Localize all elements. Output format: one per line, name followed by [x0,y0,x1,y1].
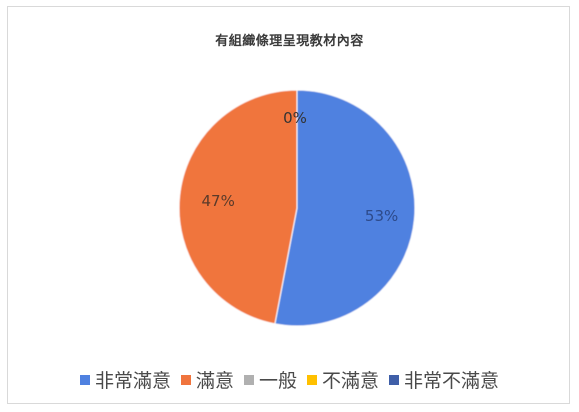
legend-item-4: 不滿意 [307,366,379,393]
legend-swatch-4 [307,374,317,385]
legend-item-1: 非常滿意 [79,366,171,393]
pie-slices [178,89,416,327]
legend-label-5: 非常不滿意 [404,370,500,392]
legend: 非常滿意 滿意 一般 不滿意 非常不滿意 [0,366,579,393]
legend-item-3: 一般 [243,366,297,393]
legend-label-3: 一般 [258,370,297,392]
pie-slice-labels: 53% 47% 0% [201,109,398,225]
legend-label-1: 非常滿意 [94,370,171,392]
pie-slice-1 [274,89,416,327]
chart-title: 有組織條理呈現教材內容 [215,34,364,49]
legend-label-2: 滿意 [195,370,234,392]
legend-swatch-5 [389,374,400,385]
legend-swatch-2 [180,374,191,385]
legend-swatch-1 [79,374,90,385]
slice-label-2: 47% [201,192,234,210]
legend-label-4: 不滿意 [322,370,380,392]
slice-label-3: 0% [283,109,307,127]
pie-slice-2 [178,89,298,325]
legend-item-2: 滿意 [180,366,234,393]
slice-label-1: 53% [365,207,398,225]
legend-swatch-3 [243,374,254,385]
legend-item-5: 非常不滿意 [389,366,499,393]
